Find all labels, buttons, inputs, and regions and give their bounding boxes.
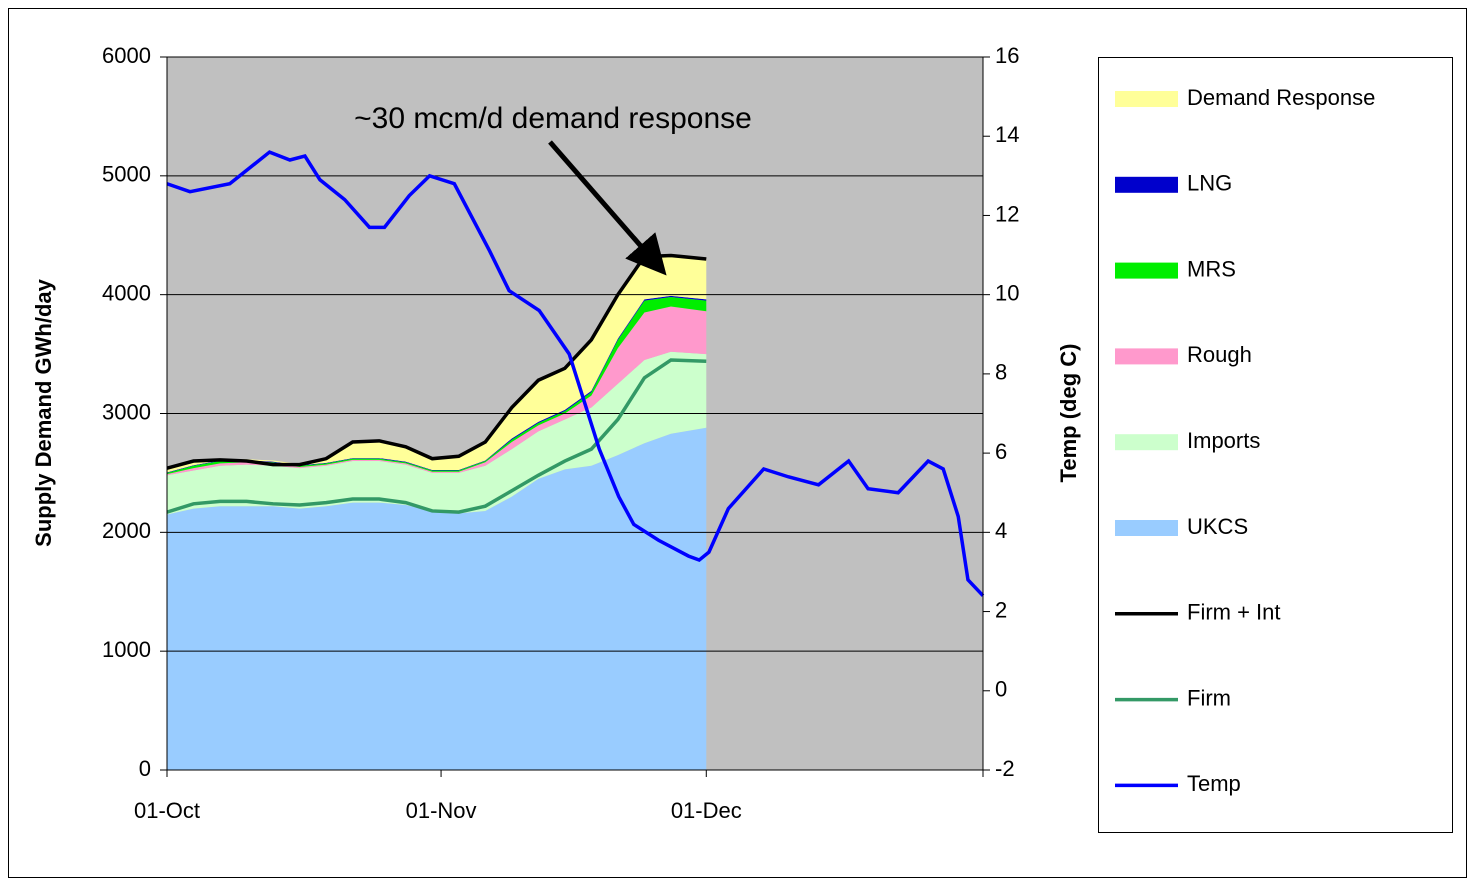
legend-swatch: [1115, 348, 1178, 365]
y2-tick-label: 10: [995, 280, 1019, 305]
y-tick-label: 2000: [102, 518, 151, 543]
legend-label: Imports: [1187, 428, 1260, 453]
x-tick-label: 01-Nov: [406, 798, 477, 823]
y-axis-label: Supply Demand GWh/day: [31, 278, 56, 546]
line: [166, 150, 985, 597]
area: [167, 351, 707, 515]
x-tick-label: 01-Oct: [134, 798, 200, 823]
legend-label: Temp: [1187, 771, 1241, 796]
line: [166, 253, 707, 470]
legend-label: Firm + Int: [1187, 600, 1281, 625]
chart-frame: [8, 8, 1467, 878]
legend-swatch: [1115, 176, 1178, 193]
y2-tick-label: 14: [995, 122, 1019, 147]
y-tick-label: 5000: [102, 162, 151, 187]
area: [167, 255, 707, 473]
line: [166, 358, 707, 514]
y2-tick-label: 6: [995, 439, 1007, 464]
y-tick-label: 0: [139, 756, 151, 781]
area: [167, 427, 707, 770]
y-tick-label: 3000: [102, 399, 151, 424]
annotation-arrow: [548, 140, 667, 276]
legend-label: Rough: [1187, 342, 1252, 367]
y-tick-label: 6000: [102, 43, 151, 68]
legend-label: Demand Response: [1187, 85, 1375, 110]
legend-swatch: [1115, 91, 1178, 107]
y2-tick-label: 4: [995, 518, 1007, 543]
x-tick-label: 01-Dec: [671, 798, 742, 823]
legend-label: Firm: [1187, 685, 1231, 710]
legend-swatch: [1115, 434, 1178, 451]
legend-swatch: [1115, 262, 1178, 279]
legend-swatch: [1115, 520, 1178, 536]
y2-tick-label: 2: [995, 597, 1007, 622]
legend-label: UKCS: [1187, 514, 1248, 539]
y2-tick-label: 8: [995, 360, 1007, 385]
legend-label: LNG: [1187, 171, 1232, 196]
legend-label: MRS: [1187, 256, 1236, 281]
y2-tick-label: -2: [995, 756, 1015, 781]
y2-tick-label: 0: [995, 677, 1007, 702]
area: [167, 306, 707, 476]
annotation: ~30 mcm/d demand response: [354, 102, 752, 135]
y-tick-label: 4000: [102, 280, 151, 305]
y2-tick-label: 16: [995, 43, 1019, 68]
y-tick-label: 1000: [102, 637, 151, 662]
y2-tick-label: 12: [995, 201, 1019, 226]
y2-axis-label: Temp (deg C): [1056, 344, 1081, 483]
